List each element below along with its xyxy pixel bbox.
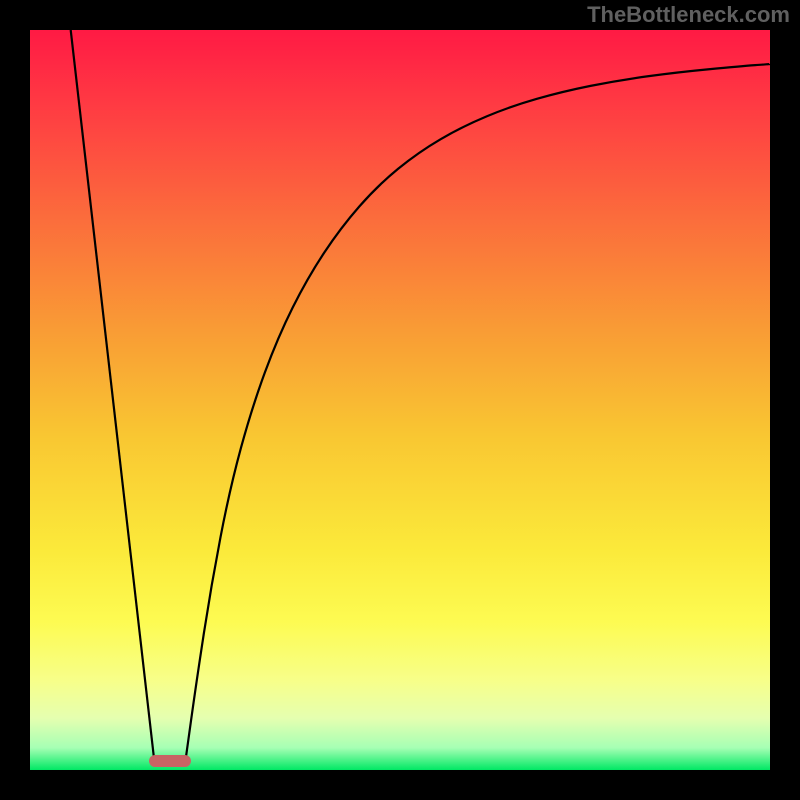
- right-ascent-curve: [185, 64, 770, 761]
- chart-container: TheBottleneck.com: [0, 0, 800, 800]
- curve-layer: [30, 30, 770, 770]
- minimum-marker: [149, 755, 190, 767]
- plot-area: [30, 30, 770, 770]
- watermark-text: TheBottleneck.com: [587, 2, 790, 28]
- left-descent-line: [71, 30, 155, 761]
